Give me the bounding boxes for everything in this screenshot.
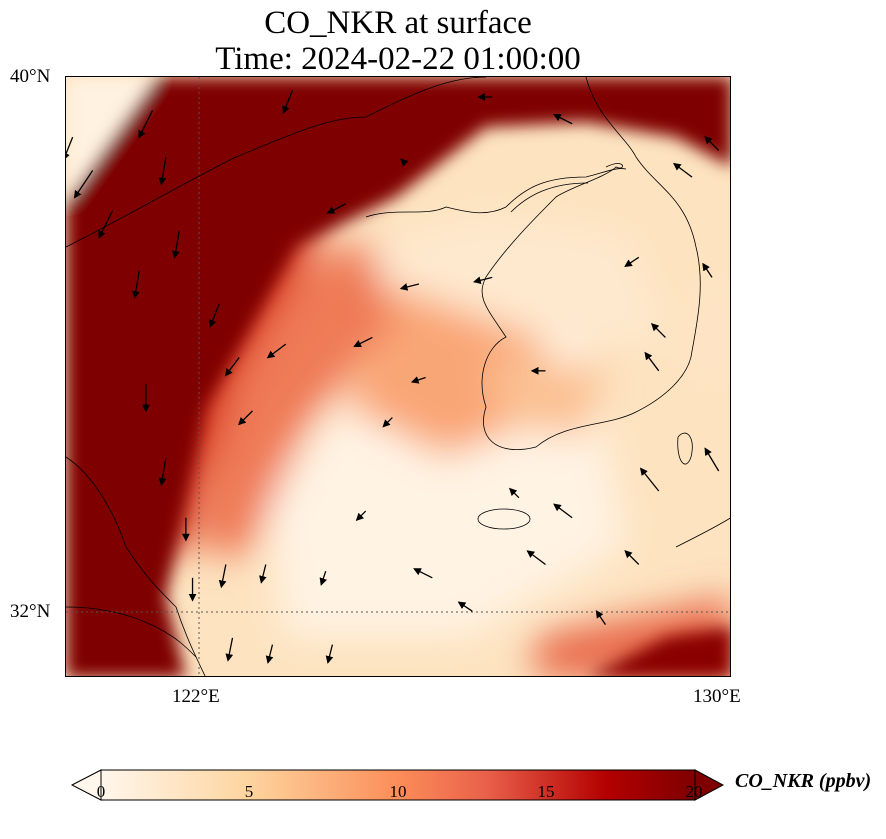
colorbar	[70, 769, 725, 801]
high-concentration-strip	[589, 627, 730, 676]
colorbar-label: CO_NKR (ppbv)	[735, 770, 872, 792]
wind-arrow	[353, 336, 373, 348]
wind-arrow	[282, 90, 294, 115]
wind-arrow	[326, 203, 347, 214]
wind-arrow	[224, 357, 240, 377]
wind-arrow	[208, 303, 220, 328]
wind-arrow	[158, 157, 167, 186]
coastlines	[66, 77, 730, 676]
wind-arrow	[98, 210, 114, 239]
wind-arrow	[508, 487, 520, 499]
wind-arrow	[355, 510, 367, 521]
wind-arrow	[472, 276, 493, 285]
wind-arrow	[595, 609, 607, 625]
colorbar-tick-10: 10	[389, 782, 407, 801]
wind-arrow	[526, 550, 546, 565]
title-line-2: Time: 2024-02-22 01:00:00	[215, 41, 581, 77]
wind-arrow	[325, 644, 334, 664]
wind-arrow	[238, 410, 253, 426]
gridlines	[66, 77, 730, 676]
colorbar-extend-max	[694, 769, 725, 801]
colorbar-tick-20: 20	[685, 782, 703, 801]
wind-arrow	[225, 637, 234, 662]
wind-arrow	[410, 376, 426, 384]
title-line-1: CO_NKR at surface	[264, 5, 532, 41]
wind-arrow	[218, 564, 227, 589]
colorbar-tick-0: 0	[96, 782, 106, 801]
wind-vectors	[66, 90, 720, 664]
wind-arrow	[259, 564, 267, 584]
wind-arrow	[158, 457, 167, 486]
wind-arrow	[457, 601, 473, 612]
wind-arrow	[400, 158, 409, 167]
wind-arrow	[399, 283, 420, 291]
colorbar-tick-5: 5	[244, 782, 254, 801]
wind-arrow	[624, 550, 640, 565]
colorbar-tick-15: 15	[537, 782, 555, 801]
wind-arrow	[266, 343, 287, 359]
wind-arrow	[644, 351, 660, 372]
wind-arrow	[702, 262, 713, 278]
wind-arrow	[131, 270, 140, 299]
map-svg	[66, 77, 730, 676]
lon-tick-122: 122°E	[172, 686, 220, 707]
wind-arrow	[265, 644, 274, 664]
wind-arrow	[319, 570, 327, 586]
wind-arrow	[138, 110, 154, 139]
wind-arrow	[382, 417, 393, 428]
high-concentration-region	[66, 77, 730, 676]
lat-tick-32: 32°N	[10, 601, 51, 622]
wind-arrow	[704, 447, 720, 472]
wind-arrow	[73, 170, 94, 199]
wind-arrow	[624, 256, 640, 268]
wind-arrow	[171, 230, 180, 259]
wind-arrow	[66, 136, 74, 161]
lat-tick-40: 40°N	[10, 66, 51, 87]
wind-arrow	[704, 136, 720, 151]
wind-arrow	[553, 503, 573, 519]
wind-arrow	[413, 568, 433, 579]
colorbar-gradient	[100, 769, 696, 801]
wind-arrow	[672, 162, 693, 178]
map-plot	[65, 76, 731, 677]
wind-arrow	[650, 323, 666, 338]
wind-arrow	[552, 114, 573, 125]
lon-tick-130: 130°E	[693, 686, 741, 707]
low-corner-region	[66, 77, 156, 202]
wind-arrow	[639, 467, 660, 492]
